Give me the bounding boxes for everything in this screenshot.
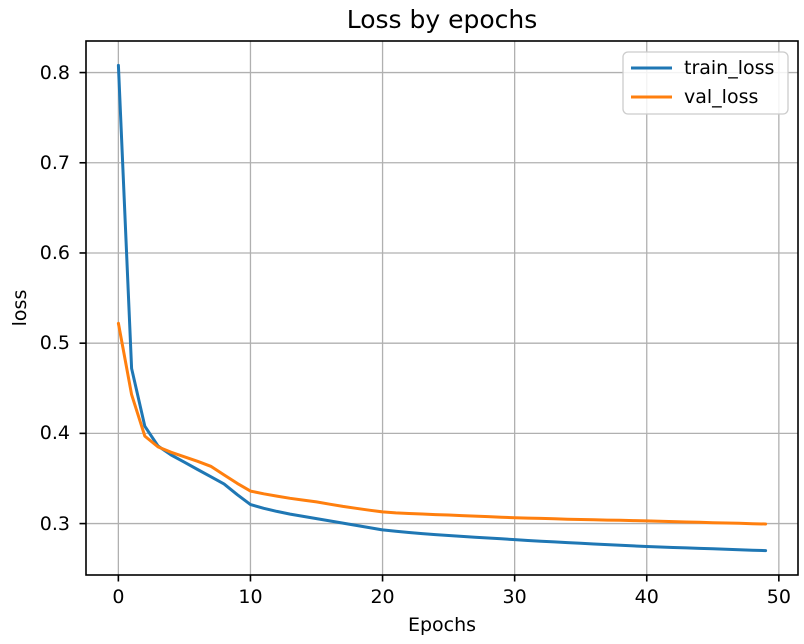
y-tick-label-0.5: 0.5 — [39, 332, 70, 355]
y-axis-label: loss — [9, 289, 31, 327]
legend-label-train_loss: train_loss — [684, 57, 775, 79]
series-line-train_loss — [116, 63, 768, 553]
chart-title: Loss by epochs — [346, 5, 538, 34]
x-tick-label-30: 30 — [502, 586, 527, 608]
x-tick-label-40: 40 — [634, 586, 659, 608]
y-tick-label-0.3: 0.3 — [39, 512, 70, 535]
x-axis-label: Epochs — [407, 614, 477, 636]
y-tick-label-0.8: 0.8 — [39, 61, 70, 84]
y-tick-label-0.7: 0.7 — [39, 151, 70, 174]
x-tick-label-20: 20 — [370, 586, 395, 608]
y-tick-label-0.4: 0.4 — [39, 422, 70, 445]
x-tick-label-10: 10 — [238, 586, 263, 608]
y-tick-label-0.6: 0.6 — [39, 241, 70, 264]
x-tick-label-0: 0 — [112, 586, 125, 608]
x-tick-label-50: 50 — [766, 586, 791, 608]
series-line-val_loss — [116, 321, 768, 526]
plot-border — [85, 40, 799, 576]
legend-label-val_loss: val_loss — [684, 86, 759, 108]
